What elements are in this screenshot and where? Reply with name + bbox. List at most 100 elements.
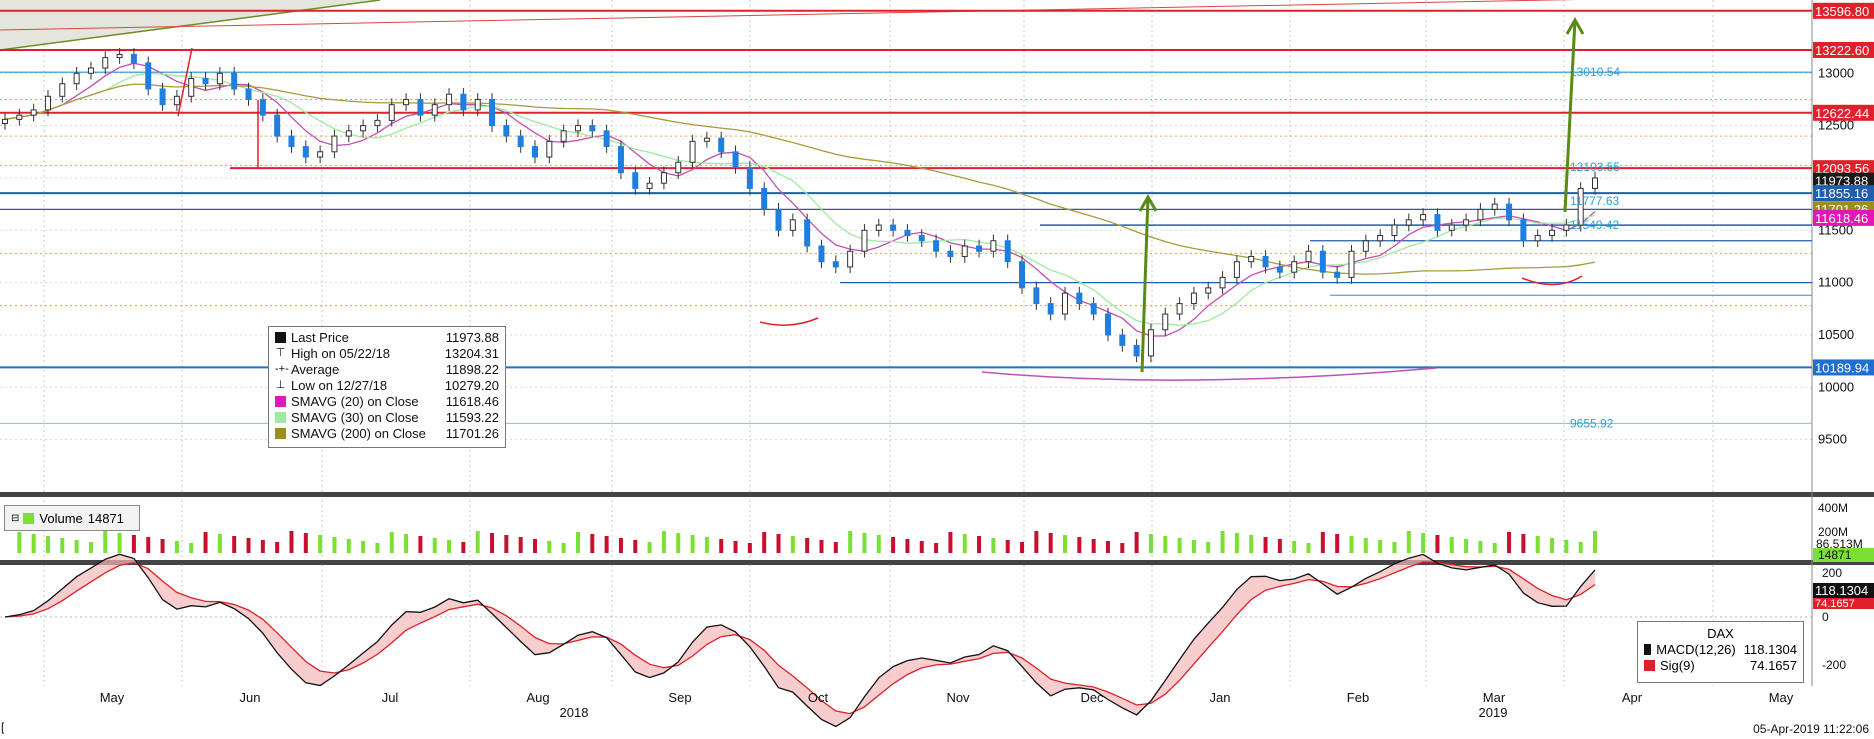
candle-body xyxy=(1076,292,1083,305)
average-marker-icon: -+- xyxy=(275,362,289,375)
candle-body xyxy=(1305,250,1312,263)
candle-body xyxy=(431,104,438,116)
price-tick-label: 11000 xyxy=(1818,275,1853,290)
candle-body xyxy=(1248,255,1255,263)
macd-label: MACD(12,26) xyxy=(1656,641,1736,657)
volume-bar xyxy=(203,532,208,553)
up-arrow-head xyxy=(1565,16,1585,35)
channel-line xyxy=(0,0,381,51)
price-tags: 13596.80 13222.60 12622.44 12093.5611973.88… xyxy=(1813,2,1874,376)
volume-bar xyxy=(74,540,79,553)
month-label: Dec xyxy=(1080,690,1104,705)
candle-body xyxy=(1190,292,1197,305)
volume-bar xyxy=(1034,531,1039,553)
volume-bar xyxy=(475,531,480,553)
sig-value: 74.1657 xyxy=(1750,657,1797,673)
candle-body xyxy=(331,135,338,153)
sma200-line xyxy=(4,83,1596,275)
volume-bar xyxy=(1249,535,1254,553)
candle-body xyxy=(1019,261,1026,289)
candle-body xyxy=(560,130,567,142)
volume-bar xyxy=(575,532,580,553)
volume-bar xyxy=(1492,543,1497,553)
volume-bar xyxy=(948,532,953,553)
sma20-line xyxy=(4,62,1596,337)
price-tag-label: 11618.46 xyxy=(1815,211,1868,226)
candle-body xyxy=(904,229,911,237)
time-axis: May Jun Jul Aug Sep Oct Nov Dec Jan Feb Mar Apr May 2… xyxy=(100,690,1794,720)
sma30-line xyxy=(4,72,1596,326)
volume-bar xyxy=(733,541,738,553)
candle-body xyxy=(388,104,395,121)
sig-row: Sig(9) 74.1657 xyxy=(1644,657,1797,673)
candle-body xyxy=(102,57,109,69)
moving-averages xyxy=(4,62,1596,337)
candle-body xyxy=(2,118,8,125)
candle-body xyxy=(1463,219,1470,226)
candle-body xyxy=(818,245,825,263)
volume-bar xyxy=(1163,536,1168,553)
legend-last-price: Last Price 11973.88 xyxy=(275,329,499,345)
legend-sma30: SMAVG (30) on Close 11593.22 xyxy=(275,409,499,425)
candle-body xyxy=(660,172,667,184)
legend-label: SMAVG (20) on Close xyxy=(291,393,419,409)
volume-bar xyxy=(1005,540,1010,553)
volume-last-label: 14871 xyxy=(1818,548,1852,562)
candle-body xyxy=(145,62,152,90)
price-tag-label: 11973.88 xyxy=(1815,174,1868,189)
volume-bar xyxy=(103,531,108,553)
volume-bar xyxy=(1464,539,1469,553)
legend-sma20: SMAVG (20) on Close 11618.46 xyxy=(275,393,499,409)
volume-bar xyxy=(776,534,781,553)
volume-bar xyxy=(375,543,380,553)
candle-body xyxy=(617,146,624,174)
volume-bar xyxy=(1191,540,1196,553)
candle-body xyxy=(1405,219,1412,226)
volume-bar xyxy=(862,533,867,553)
volume-bar xyxy=(1521,534,1526,553)
candle-body xyxy=(1319,250,1326,273)
channel-line xyxy=(0,0,1578,31)
candle-body xyxy=(1491,203,1498,210)
volume-bar xyxy=(647,542,652,553)
collapse-icon[interactable]: ⊟ xyxy=(11,512,20,524)
up-arrow-head xyxy=(1138,193,1158,212)
legend-low: ⊥ Low on 12/27/18 10279.20 xyxy=(275,377,499,393)
candle-body xyxy=(1362,240,1369,252)
price-tick-label: 13000 xyxy=(1818,65,1854,80)
volume-bar xyxy=(1306,543,1311,553)
footer-mark: [ xyxy=(1,720,5,734)
candle-body xyxy=(847,250,854,268)
candle-body xyxy=(689,140,696,163)
macd-fill xyxy=(5,554,1595,727)
price-annotation: 13010.54 xyxy=(1570,65,1620,79)
candle-body xyxy=(1577,187,1584,226)
volume-bar xyxy=(504,535,509,553)
candle-body xyxy=(274,114,281,137)
candle-body xyxy=(1391,224,1398,237)
volume-bar xyxy=(1349,536,1354,553)
candle-body xyxy=(761,187,768,210)
macd-value: 118.1304 xyxy=(1743,641,1797,657)
legend-value: 11898.22 xyxy=(445,361,499,377)
candle-body xyxy=(1348,250,1355,278)
volume-bar xyxy=(1363,538,1368,553)
legend-label: SMAVG (200) on Close xyxy=(291,425,426,441)
month-label: May xyxy=(100,690,125,705)
candle-body xyxy=(1233,261,1240,278)
candle-body xyxy=(1033,287,1040,305)
volume-bar xyxy=(1277,539,1282,553)
candle-body xyxy=(360,125,367,132)
volume-tick-label: 400M xyxy=(1818,501,1848,515)
volume-bar xyxy=(719,539,724,553)
candle-body xyxy=(489,98,496,127)
panel-divider xyxy=(0,560,1874,565)
volume-tick-label: 200M xyxy=(1818,525,1848,539)
month-label: Mar xyxy=(1483,690,1506,705)
candle-body xyxy=(202,78,209,85)
volume-bar xyxy=(447,540,452,553)
volume-bar xyxy=(1593,531,1597,553)
price-annotation: 9655.92 xyxy=(1570,416,1614,430)
candle-body xyxy=(345,130,352,137)
